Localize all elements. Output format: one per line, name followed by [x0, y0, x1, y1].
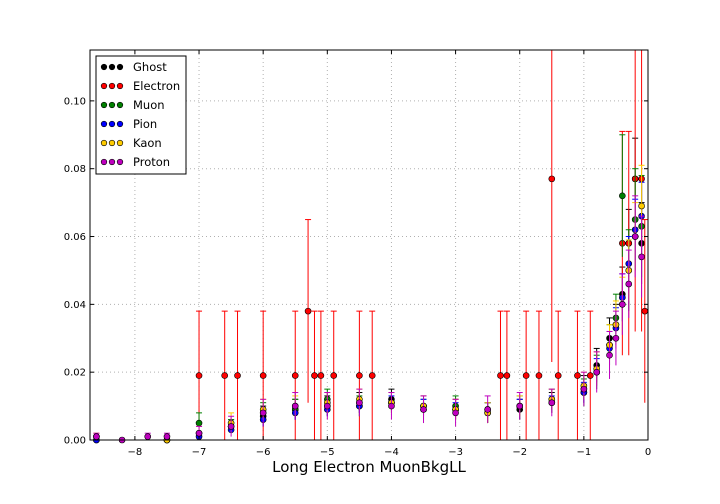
data-point: [625, 280, 633, 288]
data-series: [93, 50, 649, 444]
data-point: [356, 372, 363, 379]
data-point: [304, 307, 312, 315]
legend-marker: [100, 82, 108, 90]
legend-item-pion: Pion: [100, 117, 157, 131]
x-tick-label: 0: [645, 447, 651, 458]
legend-marker: [100, 158, 108, 166]
legend-marker: [100, 120, 108, 128]
data-point: [638, 202, 645, 210]
legend-label: Pion: [133, 117, 157, 131]
data-point: [606, 351, 613, 359]
data-point: [259, 372, 267, 379]
data-point: [503, 372, 511, 379]
data-point: [586, 372, 594, 379]
data-point: [619, 301, 626, 308]
legend-marker: [116, 82, 124, 90]
legend-marker: [116, 158, 124, 166]
data-point: [93, 433, 100, 440]
data-point: [259, 409, 267, 417]
x-axis-label: Long Electron MuonBkgLL: [272, 458, 466, 476]
data-point: [612, 334, 620, 342]
legend-label: Muon: [133, 98, 165, 112]
data-point: [631, 233, 639, 240]
legend-item-electron: Electron: [100, 79, 180, 93]
data-point: [641, 307, 649, 315]
data-point: [548, 175, 556, 183]
x-tick-label: −7: [192, 447, 207, 458]
x-tick-label: −1: [576, 447, 591, 458]
data-point: [619, 192, 626, 200]
x-tick-label: −8: [128, 447, 143, 458]
x-tick-label: −3: [448, 447, 463, 458]
x-tick-label: −6: [256, 447, 271, 458]
data-point: [522, 372, 530, 379]
data-point: [324, 402, 331, 410]
data-point: [574, 372, 581, 379]
legend-marker: [108, 63, 116, 71]
y-tick-label: 0.10: [64, 96, 86, 107]
legend-marker: [100, 139, 108, 147]
legend-marker: [108, 101, 116, 109]
data-point: [516, 402, 524, 410]
y-tick-label: 0.02: [64, 368, 86, 379]
legend-item-ghost: Ghost: [100, 60, 167, 74]
legend-marker: [108, 139, 116, 147]
data-point: [484, 406, 491, 413]
legend-label: Ghost: [133, 60, 167, 74]
axis-ticks: −8 −7 −6 −5 −4 −3 −2 −1 0 0.00 0.02 0.04 0.06 0.08 0.1…: [64, 50, 651, 458]
data-point: [548, 399, 556, 406]
legend-item-kaon: Kaon: [100, 136, 162, 150]
legend-marker: [100, 101, 108, 109]
data-point: [330, 372, 338, 379]
data-point: [535, 372, 543, 379]
data-point: [638, 253, 645, 261]
data-point: [554, 372, 562, 379]
legend-marker: [100, 63, 108, 71]
y-tick-label: 0.04: [64, 300, 86, 311]
data-point: [388, 402, 395, 410]
data-point: [497, 372, 504, 379]
data-point: [221, 372, 228, 379]
x-tick-label: −5: [320, 447, 335, 458]
y-tick-label: 0.00: [64, 436, 86, 447]
legend-label: Kaon: [133, 136, 162, 150]
legend-box: [95, 55, 187, 175]
legend-label: Electron: [133, 79, 180, 93]
plot-frame: [89, 49, 649, 441]
y-tick-label: 0.06: [64, 232, 86, 243]
data-point: [195, 372, 203, 379]
data-point: [580, 385, 588, 393]
data-point: [368, 372, 376, 379]
data-point: [195, 419, 203, 427]
legend-marker: [116, 63, 124, 71]
legend-marker: [116, 139, 124, 147]
legend-item-muon: Muon: [100, 98, 165, 112]
data-point: [291, 402, 299, 410]
data-point: [291, 372, 299, 379]
legend-marker: [108, 82, 116, 90]
data-point: [234, 372, 241, 379]
data-point: [144, 433, 152, 440]
y-tick-label: 0.08: [64, 164, 86, 175]
legend-label: Proton: [133, 155, 170, 169]
legend-marker: [116, 101, 124, 109]
data-point: [227, 423, 235, 430]
legend-marker: [108, 158, 116, 166]
data-point: [195, 429, 203, 437]
data-point: [593, 368, 600, 376]
x-tick-label: −4: [384, 447, 399, 458]
legend-item-proton: Proton: [100, 155, 170, 169]
data-point: [311, 372, 318, 379]
data-point: [356, 399, 363, 406]
x-tick-label: −2: [512, 447, 527, 458]
data-point: [317, 372, 325, 379]
data-point: [452, 409, 459, 417]
legend-marker: [116, 120, 124, 128]
data-point: [420, 406, 427, 413]
legend-marker: [108, 120, 116, 128]
series-proton: [93, 195, 645, 444]
legend: Ghost Electron Muon Pion Kaon Proton: [95, 55, 187, 175]
data-point: [163, 433, 171, 440]
